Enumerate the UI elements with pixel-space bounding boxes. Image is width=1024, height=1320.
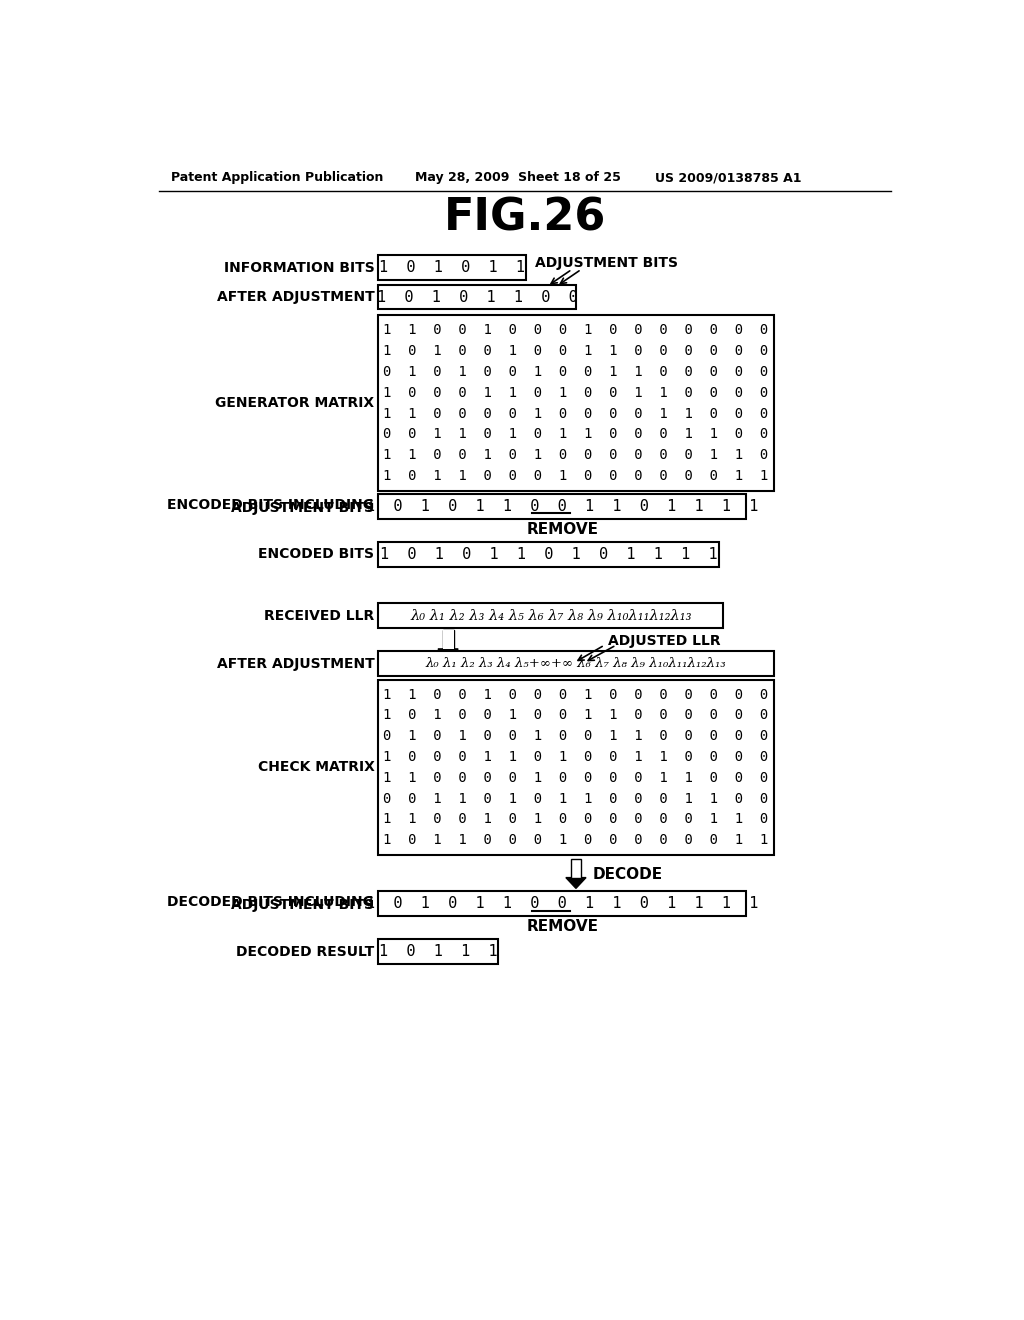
Text: 0  1  0  1  0  0  1  0  0  1  1  0  0  0  0  0: 0 1 0 1 0 0 1 0 0 1 1 0 0 0 0 0 — [383, 729, 769, 743]
Text: 1  0  0  0  1  1  0  1  0  0  1  1  0  0  0  0: 1 0 0 0 1 1 0 1 0 0 1 1 0 0 0 0 — [383, 385, 769, 400]
Text: May 28, 2009  Sheet 18 of 25: May 28, 2009 Sheet 18 of 25 — [415, 172, 621, 185]
Text: ADJUSTED LLR: ADJUSTED LLR — [608, 634, 721, 648]
Text: λ₀ λ₁ λ₂ λ₃ λ₄ λ₅+∞+∞ λ₆ λ₇ λ₈ λ₉ λ₁₀λ₁₁λ₁₂λ₁₃: λ₀ λ₁ λ₂ λ₃ λ₄ λ₅+∞+∞ λ₆ λ₇ λ₈ λ₉ λ₁₀λ₁₁… — [426, 657, 726, 671]
Bar — [570, 859, 582, 878]
Bar — [442, 631, 454, 649]
Polygon shape — [566, 878, 586, 888]
Text: 1  1  0  0  0  0  1  0  0  0  0  1  1  0  0  0: 1 1 0 0 0 0 1 0 0 0 0 1 1 0 0 0 — [383, 407, 769, 421]
Text: Patent Application Publication: Patent Application Publication — [171, 172, 383, 185]
Bar — [378, 494, 746, 519]
Bar — [378, 315, 773, 491]
Text: 1  0  1  1  0  0  0  1  0  0  0  0  0  0  1  1: 1 0 1 1 0 0 0 1 0 0 0 0 0 0 1 1 — [383, 469, 769, 483]
Text: 1  0  1  0  1  1: 1 0 1 0 1 1 — [379, 260, 525, 276]
Text: DECODED RESULT: DECODED RESULT — [237, 945, 375, 958]
Bar — [378, 680, 773, 855]
Bar — [378, 603, 723, 628]
Text: 1  1  0  0  1  0  1  0  0  0  0  0  0  1  1  0: 1 1 0 0 1 0 1 0 0 0 0 0 0 1 1 0 — [383, 812, 769, 826]
Text: AFTER ADJUSTMENT: AFTER ADJUSTMENT — [217, 656, 375, 671]
Text: DECODE: DECODE — [593, 867, 664, 882]
Text: ENCODED BITS INCLUDING: ENCODED BITS INCLUDING — [167, 498, 375, 512]
Text: 1  0  1  0  1  1  0  0: 1 0 1 0 1 1 0 0 — [377, 289, 578, 305]
Text: RECEIVED LLR: RECEIVED LLR — [264, 609, 375, 623]
Text: 1  0  1  1  0  0  0  1  0  0  0  0  0  0  1  1: 1 0 1 1 0 0 0 1 0 0 0 0 0 0 1 1 — [383, 833, 769, 847]
Text: ADJUSTMENT BITS: ADJUSTMENT BITS — [231, 502, 375, 515]
Bar — [378, 940, 499, 964]
Text: 1  0  1  0  0  1  0  0  1  1  0  0  0  0  0  0: 1 0 1 0 0 1 0 0 1 1 0 0 0 0 0 0 — [383, 345, 769, 358]
Text: ADJUSTMENT BITS: ADJUSTMENT BITS — [231, 899, 375, 912]
Text: GENERATOR MATRIX: GENERATOR MATRIX — [215, 396, 375, 411]
Text: ADJUSTMENT BITS: ADJUSTMENT BITS — [535, 256, 678, 271]
Text: DECODED BITS INCLUDING: DECODED BITS INCLUDING — [168, 895, 375, 909]
Text: 1  0  1  0  1  1  0  0  1  1  0  1  1  1  1: 1 0 1 0 1 1 0 0 1 1 0 1 1 1 1 — [367, 896, 759, 911]
Text: CHECK MATRIX: CHECK MATRIX — [258, 760, 375, 775]
Text: REMOVE: REMOVE — [526, 521, 598, 537]
Text: 1  1  0  0  1  0  0  0  1  0  0  0  0  0  0  0: 1 1 0 0 1 0 0 0 1 0 0 0 0 0 0 0 — [383, 688, 769, 702]
Bar — [378, 891, 746, 916]
Text: 1  1  0  0  0  0  1  0  0  0  0  1  1  0  0  0: 1 1 0 0 0 0 1 0 0 0 0 1 1 0 0 0 — [383, 771, 769, 785]
Text: λ₀ λ₁ λ₂ λ₃ λ₄ λ₅ λ₆ λ₇ λ₈ λ₉ λ₁₀λ₁₁λ₁₂λ₁₃: λ₀ λ₁ λ₂ λ₃ λ₄ λ₅ λ₆ λ₇ λ₈ λ₉ λ₁₀λ₁₁λ₁₂λ… — [410, 609, 691, 623]
Bar — [378, 285, 575, 309]
Bar — [378, 651, 773, 676]
Text: US 2009/0138785 A1: US 2009/0138785 A1 — [655, 172, 802, 185]
Text: AFTER ADJUSTMENT: AFTER ADJUSTMENT — [217, 290, 375, 304]
Text: 0  0  1  1  0  1  0  1  1  0  0  0  1  1  0  0: 0 0 1 1 0 1 0 1 1 0 0 0 1 1 0 0 — [383, 428, 769, 441]
Text: REMOVE: REMOVE — [526, 919, 598, 935]
Text: ENCODED BITS: ENCODED BITS — [258, 548, 375, 561]
Text: INFORMATION BITS: INFORMATION BITS — [223, 261, 375, 275]
Polygon shape — [438, 649, 458, 660]
Bar — [378, 541, 719, 566]
Bar — [378, 256, 525, 280]
Text: 0  1  0  1  0  0  1  0  0  1  1  0  0  0  0  0: 0 1 0 1 0 0 1 0 0 1 1 0 0 0 0 0 — [383, 366, 769, 379]
Bar — [442, 631, 454, 649]
Text: 1  0  1  1  1: 1 0 1 1 1 — [379, 944, 498, 960]
Text: 1  0  0  0  1  1  0  1  0  0  1  1  0  0  0  0: 1 0 0 0 1 1 0 1 0 0 1 1 0 0 0 0 — [383, 750, 769, 764]
Text: FIG.26: FIG.26 — [443, 197, 606, 240]
Text: 1  0  1  0  0  1  0  0  1  1  0  0  0  0  0  0: 1 0 1 0 0 1 0 0 1 1 0 0 0 0 0 0 — [383, 709, 769, 722]
Text: 0  0  1  1  0  1  0  1  1  0  0  0  1  1  0  0: 0 0 1 1 0 1 0 1 1 0 0 0 1 1 0 0 — [383, 792, 769, 805]
Text: 1  0  1  0  1  1  0  0  1  1  0  1  1  1  1: 1 0 1 0 1 1 0 0 1 1 0 1 1 1 1 — [367, 499, 759, 513]
Text: 1  0  1  0  1  1  0  1  0  1  1  1  1: 1 0 1 0 1 1 0 1 0 1 1 1 1 — [380, 546, 718, 562]
Text: 1  1  0  0  1  0  0  0  1  0  0  0  0  0  0  0: 1 1 0 0 1 0 0 0 1 0 0 0 0 0 0 0 — [383, 323, 769, 338]
Text: 1  1  0  0  1  0  1  0  0  0  0  0  0  1  1  0: 1 1 0 0 1 0 1 0 0 0 0 0 0 1 1 0 — [383, 449, 769, 462]
